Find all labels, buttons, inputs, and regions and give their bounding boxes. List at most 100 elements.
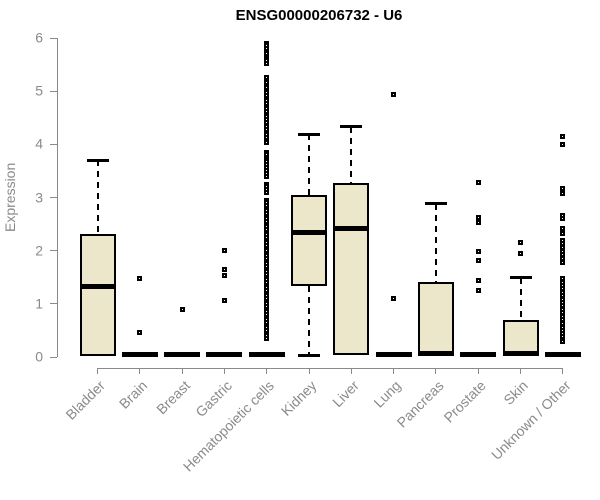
outlier-point xyxy=(264,189,270,195)
box xyxy=(291,194,327,287)
outlier-point xyxy=(475,219,481,225)
outlier-point xyxy=(264,152,270,158)
upper-whisker-cap xyxy=(298,132,320,136)
outlier-point xyxy=(137,329,143,335)
x-axis-tick xyxy=(308,368,310,374)
box xyxy=(417,282,454,356)
outlier-point xyxy=(475,249,481,255)
outlier-point xyxy=(475,179,481,185)
upper-whisker-line xyxy=(96,160,99,235)
x-tick-label-text: Prostate xyxy=(440,377,489,426)
x-axis-tick xyxy=(266,368,268,374)
median-line xyxy=(375,351,412,357)
median-line xyxy=(502,351,539,357)
outlier-point xyxy=(560,190,566,196)
outlier-point xyxy=(264,85,270,91)
median-line xyxy=(206,351,243,357)
outlier-point xyxy=(560,338,566,344)
outlier-point xyxy=(560,226,566,232)
outlier-point xyxy=(518,251,523,257)
x-axis-tick xyxy=(350,368,352,374)
outlier-point xyxy=(391,92,397,98)
outlier-point xyxy=(475,287,481,293)
outlier-point xyxy=(221,266,227,272)
outlier-point xyxy=(137,275,143,281)
lower-whisker-cap xyxy=(298,353,320,357)
outlier-point xyxy=(264,140,270,146)
chart-title: ENSG00000206732 - U6 xyxy=(235,7,403,24)
x-axis-tick xyxy=(477,368,479,374)
y-axis-tick xyxy=(50,303,57,305)
y-tick-label: 4 xyxy=(35,136,43,153)
y-tick-label: 0 xyxy=(35,348,43,365)
x-axis-tick xyxy=(223,368,225,374)
y-tick-label: 5 xyxy=(35,82,43,99)
x-tick-label-text: Bladder xyxy=(62,377,109,423)
x-tick-label-text: Skin xyxy=(500,377,532,408)
median-line xyxy=(417,351,454,357)
y-tick-label: 1 xyxy=(35,295,43,312)
median-line xyxy=(121,351,158,357)
upper-whisker-cap xyxy=(509,276,532,280)
median-line xyxy=(164,351,201,357)
outlier-point xyxy=(560,334,566,340)
outlier-point xyxy=(264,173,270,179)
y-tick-label: 2 xyxy=(35,242,43,259)
outlier-point xyxy=(221,298,227,304)
outlier-point xyxy=(179,307,185,313)
x-tick-label-text: Unknown / Other xyxy=(487,377,574,463)
x-tick-label-text: Lung xyxy=(370,377,405,411)
outlier-point xyxy=(475,257,481,263)
y-axis-tick xyxy=(50,356,57,358)
outlier-point xyxy=(560,321,566,326)
box xyxy=(333,182,370,356)
outlier-point xyxy=(560,259,566,265)
outlier-point xyxy=(264,126,270,132)
x-axis-tick xyxy=(435,368,437,374)
outlier-point xyxy=(264,61,270,67)
outlier-point xyxy=(264,335,270,341)
x-axis-tick xyxy=(562,368,564,374)
y-axis-tick xyxy=(50,37,57,39)
plot-area: 0 1 2 3 4 5 6 Bladder Brain Breast Gastric Hematopo… xyxy=(35,31,581,474)
y-axis-line xyxy=(57,38,58,357)
median-line xyxy=(291,229,327,235)
y-axis-tick xyxy=(50,143,57,145)
x-axis-tick xyxy=(139,368,141,374)
x-axis-tick xyxy=(393,368,395,374)
median-line xyxy=(460,351,497,357)
outlier-point xyxy=(221,248,227,254)
y-axis-tick xyxy=(50,90,57,92)
upper-whisker-line xyxy=(308,134,310,195)
outlier-point xyxy=(221,273,227,279)
median-line xyxy=(544,351,581,357)
y-axis-tick xyxy=(50,250,57,252)
upper-whisker-line xyxy=(519,277,522,320)
outlier-point xyxy=(475,215,481,221)
outlier-point xyxy=(518,239,523,245)
upper-whisker-line xyxy=(350,126,353,183)
x-axis-line xyxy=(97,368,564,369)
y-tick-label: 3 xyxy=(35,189,43,206)
median-line xyxy=(248,351,285,357)
outlier-point xyxy=(560,230,566,236)
lower-whisker-line xyxy=(308,286,310,356)
outlier-point xyxy=(560,133,566,139)
y-tick-label: 6 xyxy=(35,29,43,46)
outlier-point xyxy=(560,216,566,222)
outlier-point xyxy=(560,141,566,147)
outlier-point xyxy=(264,51,270,57)
x-tick-label-text: Brain xyxy=(115,377,151,412)
upper-whisker-line xyxy=(434,203,437,283)
y-axis-tick xyxy=(50,197,57,198)
outlier-point xyxy=(475,277,481,283)
upper-whisker-cap xyxy=(86,158,109,162)
outlier-point xyxy=(391,296,397,302)
x-axis-tick xyxy=(181,368,183,374)
median-line xyxy=(333,225,370,231)
box xyxy=(79,234,116,356)
outlier-point xyxy=(264,119,270,125)
x-tick-label-text: Breast xyxy=(152,377,193,418)
upper-whisker-cap xyxy=(340,125,363,129)
